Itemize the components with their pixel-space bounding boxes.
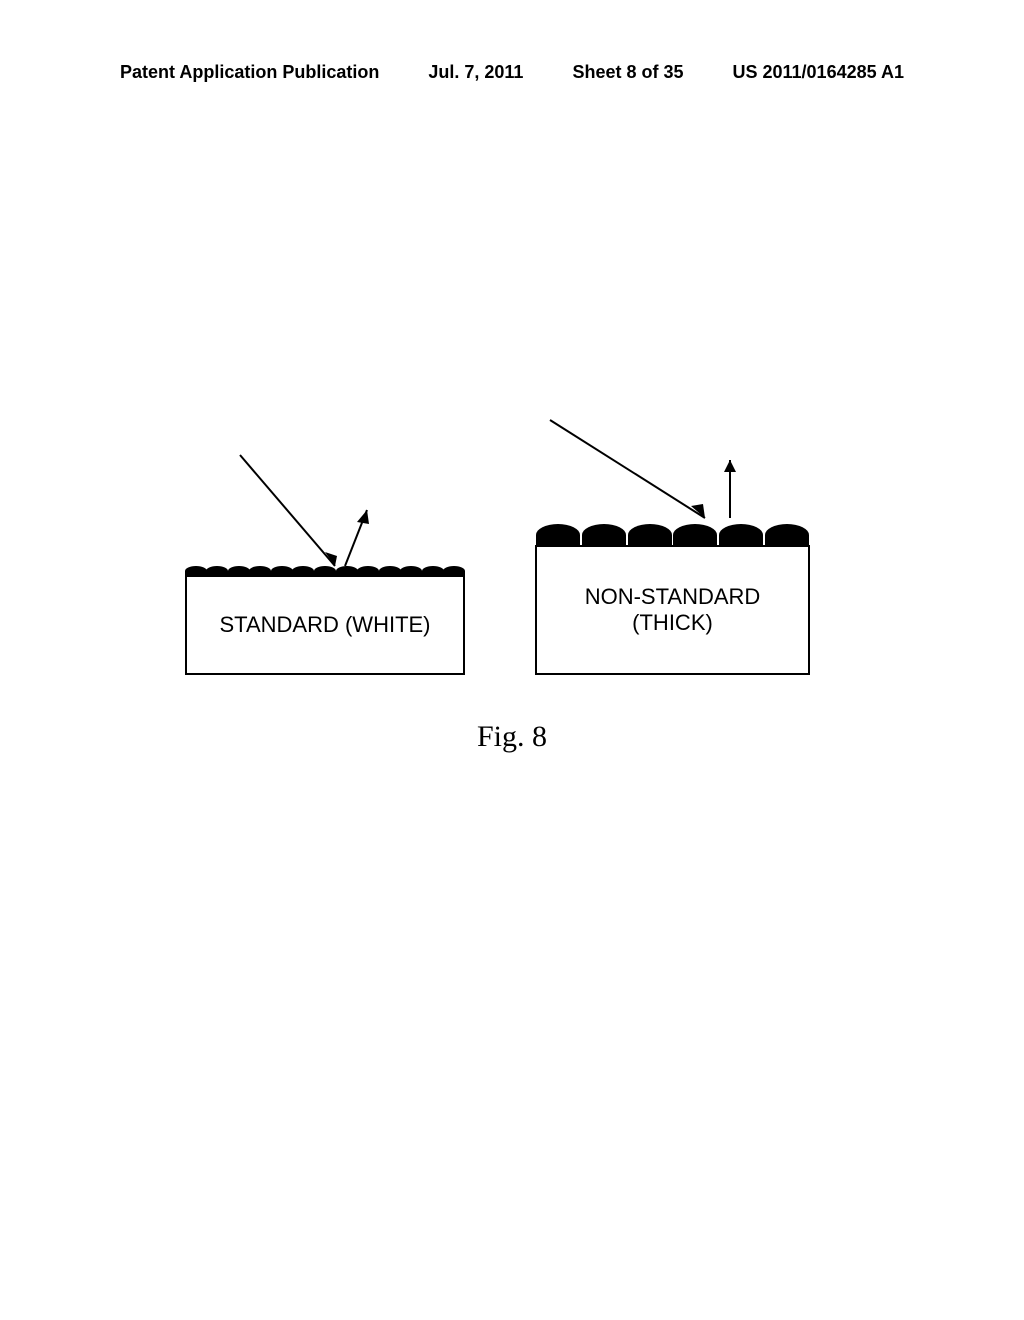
nonstandard-label-line2: (THICK)	[632, 610, 713, 635]
header-date: Jul. 7, 2011	[428, 62, 523, 83]
nonstandard-panel: NON-STANDARD (THICK)	[535, 545, 810, 675]
figure-caption: Fig. 8	[0, 720, 1024, 754]
header-left: Patent Application Publication	[120, 62, 379, 83]
nonstandard-arrows	[535, 410, 815, 550]
header-pubnum: US 2011/0164285 A1	[732, 62, 903, 83]
standard-panel: STANDARD (WHITE)	[185, 575, 465, 675]
page-header: Patent Application Publication Jul. 7, 2…	[0, 62, 1024, 83]
standard-panel-label: STANDARD (WHITE)	[219, 612, 430, 638]
standard-arrows	[185, 440, 465, 580]
header-sheet: Sheet 8 of 35	[572, 62, 683, 83]
nonstandard-panel-label: NON-STANDARD (THICK)	[585, 584, 761, 637]
figure-8: STANDARD (WHITE) NON-STANDARD (THICK)	[0, 460, 1024, 860]
nonstandard-label-line1: NON-STANDARD	[585, 584, 761, 609]
